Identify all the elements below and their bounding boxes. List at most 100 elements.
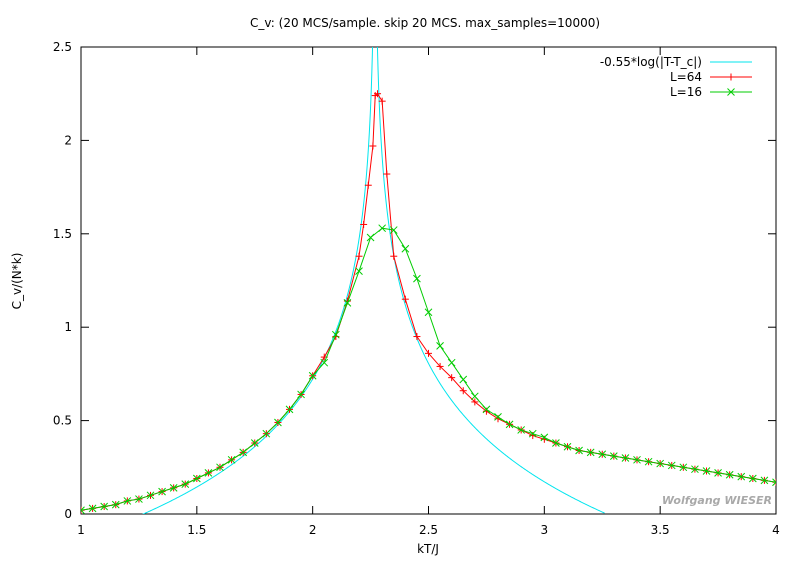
y-axis-label: C_v/(N*k) <box>10 253 24 310</box>
data-point <box>378 224 387 233</box>
data-point <box>494 413 502 421</box>
legend-label: L=16 <box>670 85 702 99</box>
data-point <box>598 450 607 459</box>
legend-marker <box>727 73 735 81</box>
legend: -0.55*log(|T-T_c|)L=64L=16 <box>600 55 752 99</box>
data-point <box>308 371 317 380</box>
data-point <box>204 469 213 477</box>
data-point <box>424 308 433 317</box>
data-point <box>772 478 776 487</box>
data-point <box>517 426 526 434</box>
data-point <box>169 483 178 492</box>
y-tick-label: 2.5 <box>53 40 72 54</box>
data-point <box>575 446 583 455</box>
data-point <box>146 491 155 500</box>
data-point <box>471 398 479 406</box>
data-point <box>459 387 467 395</box>
data-point <box>737 472 746 481</box>
axis-tick-labels: 1 1.5 2 2.5 3 3.5 4 0 0.5 1 1.5 2 2.5 <box>53 40 780 537</box>
x-tick-label: 3.5 <box>651 523 670 537</box>
x-tick-label: 3 <box>541 523 549 537</box>
data-point <box>621 454 630 462</box>
data-point <box>250 439 259 447</box>
data-point <box>227 455 236 464</box>
data-point <box>552 439 560 447</box>
data-point <box>644 457 653 466</box>
data-point <box>425 349 432 357</box>
data-point <box>274 418 282 427</box>
data-point <box>285 405 294 414</box>
series-line-l64 <box>81 92 776 511</box>
data-point <box>702 467 711 475</box>
x-tick-label: 2.5 <box>419 523 438 537</box>
data-point <box>725 470 734 479</box>
x-tick-label: 1 <box>77 523 85 537</box>
axis-ticks <box>80 46 777 515</box>
data-point <box>505 420 514 429</box>
series-line-fit-left <box>142 47 374 514</box>
data-point <box>100 502 109 511</box>
data-point <box>181 480 190 488</box>
data-point <box>297 390 305 399</box>
legend-label: -0.55*log(|T-T_c|) <box>600 55 702 69</box>
data-point <box>239 448 248 457</box>
data-point <box>528 429 537 438</box>
data-point <box>216 463 224 472</box>
data-point <box>81 506 85 514</box>
data-point <box>389 226 398 234</box>
data-point <box>158 487 166 496</box>
x-tick-label: 2 <box>309 523 317 537</box>
data-point <box>192 474 201 483</box>
data-point <box>369 142 377 150</box>
data-point <box>88 504 97 513</box>
watermark: Wolfgang WIESER <box>662 494 772 507</box>
data-point <box>459 375 468 384</box>
data-point <box>123 497 132 505</box>
data-point <box>656 459 665 468</box>
legend-label: L=64 <box>670 70 702 84</box>
y-tick-label: 0 <box>64 507 72 521</box>
data-point <box>320 358 329 367</box>
data-point <box>383 170 391 178</box>
legend-marker <box>727 88 735 96</box>
data-point <box>633 455 641 464</box>
data-point <box>447 358 456 367</box>
data-point <box>436 362 444 370</box>
y-tick-label: 1 <box>64 320 72 334</box>
series-line-fit-right <box>376 47 605 514</box>
data-point <box>436 342 444 350</box>
data-point <box>331 330 340 339</box>
data-point <box>679 463 688 472</box>
data-point <box>360 220 368 228</box>
data-point <box>413 333 421 341</box>
y-tick-label: 0.5 <box>53 414 72 428</box>
data-point <box>111 500 120 509</box>
data-point <box>366 233 375 242</box>
data-point <box>262 429 271 438</box>
data-point <box>355 267 363 276</box>
plot-frame <box>80 46 777 515</box>
data-point <box>390 252 398 260</box>
data-point <box>760 476 769 485</box>
data-point <box>413 274 421 283</box>
data-point <box>563 442 572 451</box>
data-point <box>135 495 143 503</box>
x-tick-label: 4 <box>772 523 780 537</box>
x-tick-label: 1.5 <box>187 523 206 537</box>
data-point <box>482 405 491 414</box>
data-point <box>691 465 699 474</box>
y-tick-label: 2 <box>64 133 72 147</box>
data-point <box>343 299 352 307</box>
data-point <box>355 252 363 260</box>
data-point <box>540 433 549 442</box>
data-point <box>714 469 722 477</box>
data-point <box>470 392 479 401</box>
data-point <box>364 181 372 189</box>
y-tick-label: 1.5 <box>53 227 72 241</box>
data-point <box>586 448 595 457</box>
data-point <box>667 461 676 470</box>
chart-title: C_v: (20 MCS/sample. skip 20 MCS. max_sa… <box>250 16 600 30</box>
data-point <box>401 295 409 303</box>
data-point <box>609 452 618 460</box>
